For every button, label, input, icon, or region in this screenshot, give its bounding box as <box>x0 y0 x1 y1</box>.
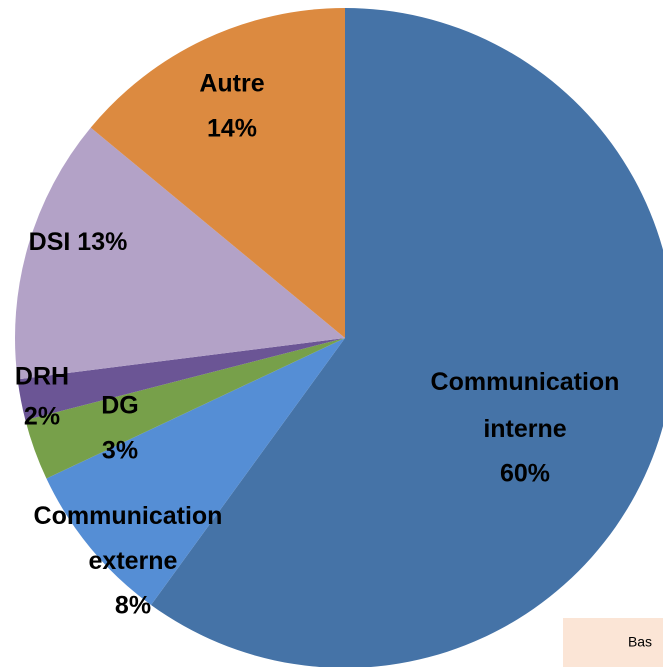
slices <box>14 8 663 667</box>
slice-name: DRH <box>15 363 69 391</box>
slice-label: DSI 13% <box>29 228 128 256</box>
slice-value-label: 14% <box>207 115 257 143</box>
slice <box>17 338 346 421</box>
slice-name: Autre <box>199 70 264 98</box>
slice-value-label: 13% <box>77 228 127 256</box>
slice-value-label: 60% <box>500 460 550 488</box>
slice <box>46 338 345 605</box>
slice-name: Communication interne <box>431 368 620 443</box>
slice <box>25 338 346 479</box>
slice <box>90 8 346 338</box>
slice-value-label: 3% <box>102 437 138 465</box>
note-box <box>563 618 663 667</box>
slice-name: DG <box>101 392 139 420</box>
slice-value-label: 2% <box>24 403 60 431</box>
slice <box>151 8 663 667</box>
slice-name: Communication externe <box>34 502 223 575</box>
note: Bas <box>628 634 652 650</box>
slice <box>14 127 345 380</box>
slice-name: DSI <box>29 228 71 256</box>
slice-value-label: 8% <box>115 592 151 620</box>
